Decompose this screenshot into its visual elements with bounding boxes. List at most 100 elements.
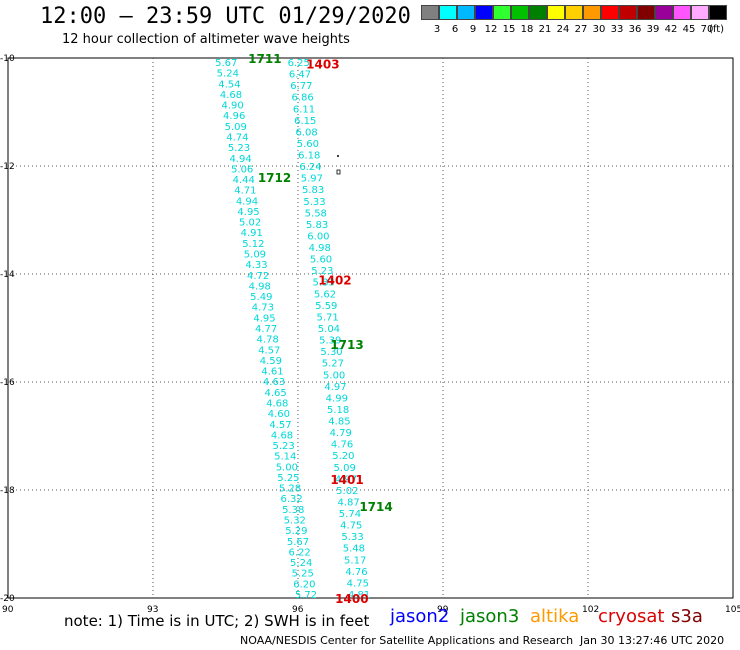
- wave-height-value: 4.94: [229, 154, 251, 165]
- pass-time-label: 1713: [330, 338, 363, 352]
- wave-height-value: 6.47: [289, 70, 311, 81]
- legend-label: 30: [592, 24, 606, 35]
- wave-height-value: 5.00: [276, 462, 298, 473]
- wave-height-value: 4.91: [241, 228, 263, 239]
- wave-height-value: 6.25: [288, 58, 310, 69]
- wave-height-value: 4.87: [337, 497, 359, 508]
- wave-height-value: 4.77: [255, 324, 277, 335]
- wave-height-value: 4.97: [324, 382, 346, 393]
- y-tick-label: -16: [0, 378, 15, 388]
- wave-height-value: 4.96: [223, 111, 245, 122]
- wave-height-value: 5.59: [315, 301, 337, 312]
- wave-height-value: 5.72: [295, 590, 317, 601]
- legend-swatch: [511, 5, 529, 20]
- wave-height-value: 5.09: [334, 463, 356, 474]
- legend-label: 33: [610, 24, 624, 35]
- legend-label: 12: [484, 24, 498, 35]
- altimeter-tracks: 5.675.244.544.684.904.965.094.745.234.94…: [215, 58, 370, 601]
- wave-height-value: 6.24: [299, 162, 321, 173]
- y-tick-label: -12: [0, 162, 15, 172]
- legend-label: 24: [556, 24, 570, 35]
- wave-height-value: 5.83: [306, 220, 328, 231]
- wave-height-value: 5.30: [320, 347, 342, 358]
- wave-height-value: 4.72: [247, 271, 269, 282]
- wave-height-value: 4.90: [221, 101, 243, 112]
- wave-height-value: 4.85: [328, 417, 350, 428]
- wave-height-value: 6.22: [288, 547, 310, 558]
- map-subtitle: 12 hour collection of altimeter wave hei…: [62, 32, 350, 47]
- wave-height-value: 5.00: [323, 370, 345, 381]
- wave-height-value: 5.58: [305, 208, 327, 219]
- wave-height-value: 5.38: [282, 505, 304, 516]
- wave-height-value: 5.33: [303, 197, 325, 208]
- wave-height-value: 5.60: [310, 255, 332, 266]
- legend-label: 9: [469, 24, 477, 35]
- legend-label: 42: [664, 24, 678, 35]
- legend-label: 21: [538, 24, 552, 35]
- wave-height-value: 5.02: [336, 486, 358, 497]
- legend-swatch: [601, 5, 619, 20]
- pass-time-label: 1401: [330, 473, 363, 487]
- wave-height-value: 5.83: [302, 185, 324, 196]
- pass-time-label: 1714: [359, 500, 392, 514]
- satellite-name: jason2: [390, 606, 450, 627]
- wave-height-value: 5.04: [318, 324, 340, 335]
- wave-height-value: 5.27: [322, 359, 344, 370]
- x-tick-label: 93: [147, 605, 158, 615]
- wave-height-value: 6.77: [290, 81, 312, 92]
- map-title: 12:00 – 23:59 UTC 01/29/2020: [40, 4, 411, 29]
- credit-line: NOAA/NESDIS Center for Satellite Applica…: [240, 634, 574, 647]
- legend-swatch: [637, 5, 655, 20]
- wave-height-value: 5.71: [316, 312, 338, 323]
- wave-height-value: 4.44: [233, 175, 255, 186]
- pass-time-label: 1711: [248, 52, 281, 66]
- wave-height-value: 5.23: [228, 143, 250, 154]
- wave-height-value: 5.24: [290, 558, 312, 569]
- satellite-name: altika: [530, 606, 580, 627]
- wave-height-value: 5.09: [244, 250, 266, 261]
- island-marker: [336, 155, 341, 175]
- wave-height-value: 5.06: [231, 164, 253, 175]
- wave-height-value: 6.18: [298, 151, 320, 162]
- wave-height-value: 4.59: [260, 356, 282, 367]
- y-tick-label: -10: [0, 54, 15, 64]
- wave-height-value: 5.02: [239, 218, 261, 229]
- legend-label: 36: [628, 24, 642, 35]
- x-tick-label: 96: [292, 605, 304, 615]
- wave-height-value: 5.97: [301, 174, 323, 185]
- wave-height-value: 6.15: [294, 116, 316, 127]
- y-tick-label: -18: [0, 486, 15, 496]
- wave-height-value: 5.60: [297, 139, 319, 150]
- legend-swatch: [421, 5, 439, 20]
- wave-height-value: 4.98: [309, 243, 331, 254]
- legend-swatch: [709, 5, 727, 20]
- wave-height-value: 5.39: [319, 336, 341, 347]
- wave-height-value: 4.74: [226, 132, 248, 143]
- map-grid: [8, 58, 733, 598]
- wave-height-value: 4.79: [330, 428, 352, 439]
- legend-label: 27: [574, 24, 588, 35]
- wave-height-value: 5.33: [341, 532, 363, 543]
- wave-height-value: 4.75: [340, 521, 362, 532]
- wave-height-value: 4.68: [266, 398, 288, 409]
- wave-height-value: 4.57: [258, 345, 280, 356]
- wave-height-value: 5.33: [313, 278, 335, 289]
- x-tick-label: 99: [437, 605, 449, 615]
- wave-height-value: 5.67: [215, 58, 237, 69]
- x-tick-label: 105: [725, 605, 740, 615]
- map-frame: [7, 57, 734, 599]
- pass-time-label: 1402: [318, 273, 351, 287]
- wave-height-value: 4.54: [218, 79, 240, 90]
- wave-height-value: 4.94: [236, 196, 258, 207]
- legend-label: 18: [520, 24, 534, 35]
- pass-time-label: 1712: [258, 171, 291, 185]
- wave-height-value: 4.78: [257, 335, 279, 346]
- wave-height-value: 5.25: [277, 473, 299, 484]
- legend-label: 3: [433, 24, 441, 35]
- y-tick-label: -20: [0, 594, 15, 604]
- wave-height-value: 4.98: [249, 281, 271, 292]
- pass-time-labels: 1711 1403 1712 1402 1713 1401 1714 1400: [248, 52, 393, 606]
- wave-height-value: 4.95: [237, 207, 259, 218]
- wave-height-value: 5.74: [339, 509, 361, 520]
